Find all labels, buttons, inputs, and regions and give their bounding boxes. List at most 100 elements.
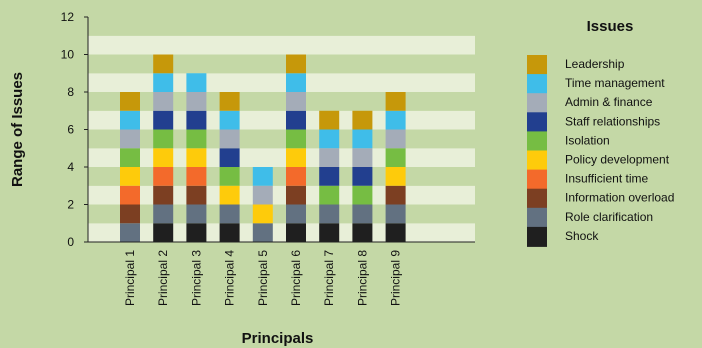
bar-segment	[219, 129, 240, 149]
bar-segment	[219, 185, 240, 205]
bar-segment	[219, 223, 240, 242]
grid-band	[88, 129, 475, 149]
bar-segment	[120, 110, 140, 130]
bar-segment	[385, 185, 406, 205]
bar-segment	[186, 204, 207, 224]
bar-segment	[286, 73, 306, 92]
bar-segment	[120, 185, 140, 205]
bar-segment	[286, 54, 306, 74]
bar-segment	[186, 92, 207, 111]
legend-swatch	[527, 169, 547, 190]
legend-swatch	[527, 55, 547, 75]
bar-segment	[352, 204, 373, 224]
bar-segment	[319, 129, 340, 149]
legend-swatch	[527, 188, 547, 209]
bar-segment	[319, 110, 340, 130]
bar-segment	[153, 129, 174, 149]
grid-band	[88, 167, 475, 186]
x-tick-label: Principal 1	[123, 250, 137, 306]
bar-segment	[252, 167, 273, 186]
bar-segment	[286, 204, 306, 224]
bar-segment	[120, 129, 140, 149]
y-tick-label: 4	[67, 160, 74, 174]
grid-band	[88, 92, 475, 111]
bar-segment	[153, 204, 174, 224]
bars	[120, 54, 406, 242]
grid-band	[88, 110, 475, 130]
bar-segment	[252, 204, 273, 224]
x-tick-label: Principal 8	[355, 250, 369, 306]
bar-segment	[352, 110, 373, 130]
grid-band	[88, 185, 475, 205]
bar-segment	[385, 167, 406, 186]
x-tick-label: Principal 3	[189, 250, 203, 306]
bar-segment	[286, 148, 306, 167]
bar-segment	[153, 148, 174, 167]
bar-segment	[120, 148, 140, 167]
x-axis-title: Principals	[242, 330, 314, 347]
grid-band	[88, 148, 475, 167]
bar-segment	[385, 223, 406, 242]
x-tick-label: Principal 6	[289, 250, 303, 306]
bar-segment	[120, 204, 140, 224]
bar-segment	[352, 167, 373, 186]
legend-label: Staff relationships	[565, 114, 660, 128]
bar-segment	[219, 92, 240, 111]
legend-label: Shock	[565, 229, 599, 243]
bar-segment	[153, 110, 174, 130]
y-tick-label: 8	[67, 85, 74, 99]
x-tick-label: Principal 9	[389, 250, 403, 306]
grid-bands	[88, 17, 475, 242]
legend-label: Leadership	[565, 57, 625, 71]
legend-swatch	[527, 226, 547, 247]
bar-segment	[186, 185, 207, 205]
bar-segment	[319, 204, 340, 224]
legend-items: Leadership Time management Admin & finance…	[527, 55, 674, 247]
bar-segment	[219, 204, 240, 224]
bar-segment	[219, 167, 240, 186]
grid-band	[88, 54, 475, 74]
bar-segment	[153, 54, 174, 74]
bar-segment	[186, 129, 207, 149]
bar-segment	[352, 223, 373, 242]
bar-segment	[352, 185, 373, 205]
grid-band	[88, 35, 475, 55]
bar-segment	[252, 223, 273, 242]
legend-label: Admin & finance	[565, 95, 653, 109]
bar-segment	[319, 223, 340, 242]
grid-band	[88, 204, 475, 224]
bar-segment	[120, 167, 140, 186]
legend-swatch	[527, 112, 547, 133]
bar-segment	[385, 92, 406, 111]
x-tick-label: Principal 4	[223, 250, 237, 306]
y-tick-label: 6	[67, 123, 74, 137]
bar-segment	[186, 73, 207, 92]
bar-segment	[286, 223, 306, 242]
legend-label: Role clarification	[565, 210, 653, 224]
x-tick-label: Principal 5	[256, 250, 270, 306]
bar-segment	[385, 129, 406, 149]
bar-segment	[153, 185, 174, 205]
legend-label: Information overload	[565, 191, 674, 205]
bar-segment	[286, 110, 306, 130]
bar-segment	[319, 185, 340, 205]
x-tick-label: Principal 2	[156, 250, 170, 306]
bar-segment	[219, 110, 240, 130]
legend-swatch	[527, 74, 547, 95]
bar-segment	[153, 223, 174, 242]
bar-segment	[219, 148, 240, 167]
bar-segment	[385, 148, 406, 167]
bar-segment	[153, 92, 174, 111]
bar-segment	[352, 129, 373, 149]
bar-segment	[319, 167, 340, 186]
bar-segment	[385, 204, 406, 224]
legend-title: Issues	[587, 18, 634, 35]
grid-band	[88, 223, 475, 242]
bar-segment	[186, 110, 207, 130]
bar-segment	[286, 185, 306, 205]
bar-segment	[352, 148, 373, 167]
y-ticks: 0 2 4 6 8 10 12	[61, 10, 88, 249]
legend-label: Policy development	[565, 153, 670, 167]
